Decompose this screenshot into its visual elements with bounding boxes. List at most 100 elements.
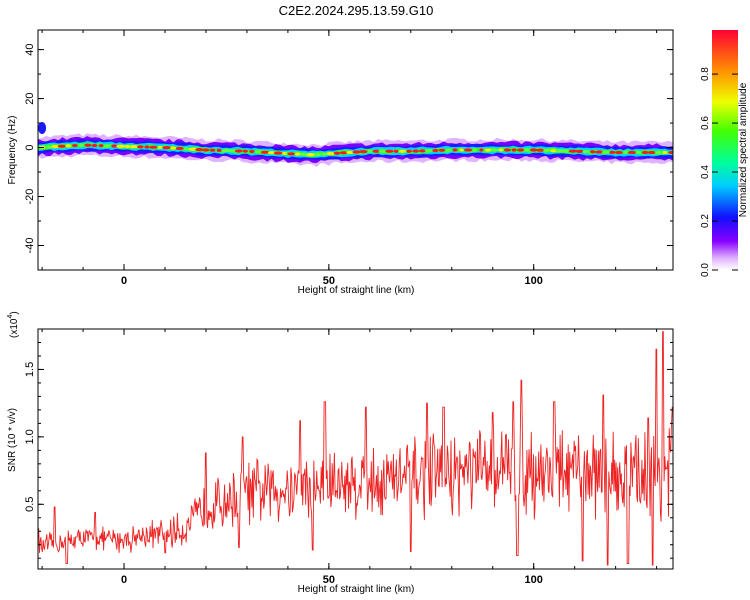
ridge-peak xyxy=(472,148,477,152)
snr-plot-area xyxy=(38,329,673,569)
ridge-peak xyxy=(78,143,84,147)
ridge-peak xyxy=(352,150,362,154)
colorbar-tick-label: 0.2 xyxy=(700,214,711,228)
ridge-peak xyxy=(406,149,413,153)
ridge-peak xyxy=(425,149,433,153)
ridge-peak xyxy=(306,153,316,157)
ridge-peak xyxy=(71,143,78,148)
ridge-peak xyxy=(378,149,388,153)
ridge-peak xyxy=(282,151,287,156)
ridge-peak xyxy=(326,151,335,156)
y-tick-label: 0.5 xyxy=(24,497,36,512)
y-tick-label: -20 xyxy=(24,189,36,205)
ridge-peak xyxy=(589,150,596,154)
ridge-peak xyxy=(367,149,373,153)
svg-text:(x104): (x104) xyxy=(7,311,20,338)
ridge-peak xyxy=(614,150,623,155)
ridge-peak xyxy=(157,145,163,150)
colorbar-label: Normalized spectral amplitude xyxy=(738,82,749,217)
spectrogram-frame xyxy=(37,29,674,271)
ridge-peak xyxy=(149,145,158,149)
ridge-peak xyxy=(124,144,130,149)
spectrogram-x-label: Height of straight line (km) xyxy=(298,285,415,296)
colorbar-tick-label: 0.0 xyxy=(700,263,711,277)
ridge-peak xyxy=(170,146,177,150)
ridge-peak xyxy=(582,149,590,154)
ridge-peak xyxy=(144,145,150,149)
ridge-peak xyxy=(393,149,399,153)
ridge-peak xyxy=(359,150,368,154)
ridge-peak xyxy=(137,145,144,149)
ridge-peak xyxy=(543,148,551,152)
ridge-peak xyxy=(287,152,295,156)
ridge-peak xyxy=(346,150,355,154)
ridge-peak xyxy=(294,152,301,156)
y-tick-label: 1.0 xyxy=(24,429,36,444)
colorbar-tick-label: 0.4 xyxy=(700,165,711,179)
spectrogram-ridge xyxy=(38,121,673,167)
snr-multiplier-prefix: (x10 xyxy=(9,318,20,338)
ridge-peak xyxy=(202,148,210,152)
ridge-peak xyxy=(459,148,464,152)
x-tick-label: 50 xyxy=(323,574,335,586)
ridge-peak xyxy=(209,148,216,152)
spectrogram-panel: 0 50 100 40 20 0 -20 -40 Height of straight lin… xyxy=(7,29,674,296)
x-tick-label: 100 xyxy=(525,574,543,586)
ridge-peak xyxy=(91,143,98,148)
ridge-peak xyxy=(568,149,578,153)
colorbar-tick-label: 0.8 xyxy=(700,67,711,81)
ridge-peak xyxy=(300,152,309,156)
spectrogram-y-label: Frequency (Hz) xyxy=(7,116,18,185)
ridge-peak xyxy=(627,150,637,155)
snr-multiplier-suffix: ) xyxy=(9,311,20,314)
ridge-peak xyxy=(609,150,616,154)
ridge-peak xyxy=(116,144,126,148)
ridge-peak xyxy=(432,148,439,153)
y-tick-label: 20 xyxy=(24,92,36,104)
ridge-peak xyxy=(84,143,92,147)
ridge-peak xyxy=(503,148,512,152)
ridge-peak xyxy=(641,150,649,155)
ridge-peak xyxy=(385,149,394,153)
ridge-peak xyxy=(234,149,243,153)
colorbar-tick-label: 0.6 xyxy=(700,116,711,130)
ridge-peak xyxy=(635,150,642,155)
x-tick-label: 50 xyxy=(323,275,335,287)
ridge-peak xyxy=(129,145,139,149)
ridge-peak xyxy=(668,150,673,155)
chart-title: C2E2.2024.295.13.59.G10 xyxy=(279,3,434,18)
snr-series-line xyxy=(38,331,673,566)
ridge-peak xyxy=(254,150,263,154)
ridge-peak xyxy=(563,149,570,153)
ridge-peak xyxy=(273,151,283,155)
ridge-peak xyxy=(529,148,538,152)
ridge-peak xyxy=(267,151,276,155)
ridge-peak xyxy=(228,149,237,153)
ridge-peak xyxy=(313,153,321,157)
y-tick-label: 1.5 xyxy=(24,362,36,377)
snr-multiplier-exponent: 4 xyxy=(7,315,14,319)
ridge-peak xyxy=(183,147,190,151)
ridge-peak xyxy=(221,148,230,153)
ridge-peak xyxy=(321,152,327,156)
ridge-peak xyxy=(555,149,565,153)
snr-x-label: Height of straight line (km) xyxy=(298,584,415,595)
y-tick-label: 40 xyxy=(24,43,36,55)
snr-y-multiplier: (x104) xyxy=(7,311,20,338)
ridge-peak xyxy=(103,144,112,148)
ridge-peak xyxy=(162,146,172,150)
ridge-peak xyxy=(479,148,484,152)
ridge-burst xyxy=(38,121,47,134)
ridge-peak xyxy=(195,148,204,152)
ridge-peak xyxy=(398,149,407,153)
snr-panel: 0 50 100 0.5 1.0 1.5 Height of straight line … xyxy=(7,311,674,595)
ridge-peak xyxy=(452,148,458,152)
ridge-peak xyxy=(57,144,66,148)
ridge-peak xyxy=(445,148,452,152)
snr-frame xyxy=(37,328,674,570)
ridge-peak xyxy=(98,144,104,148)
x-tick-label: 100 xyxy=(525,275,543,287)
ridge-peak xyxy=(490,148,498,152)
ridge-peak xyxy=(46,145,51,149)
